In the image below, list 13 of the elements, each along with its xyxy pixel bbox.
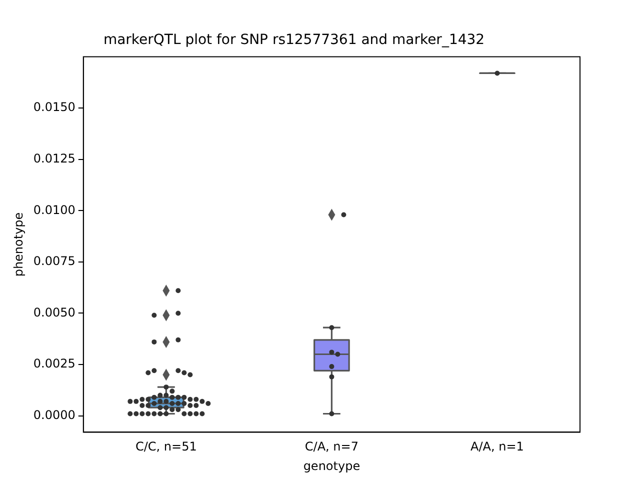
y-tick-label: 0.0050 bbox=[33, 305, 76, 320]
x-tick-label: A/A, n=1 bbox=[470, 440, 524, 454]
x-axis-title: genotype bbox=[303, 458, 360, 473]
x-tick-label: C/C, n=51 bbox=[135, 440, 197, 454]
chart-title: markerQTL plot for SNP rs12577361 and marker_1432 bbox=[103, 32, 485, 48]
y-tick-label: 0.0150 bbox=[33, 100, 76, 114]
y-tick-label: 0.0125 bbox=[33, 151, 76, 166]
x-tick-label: C/A, n=7 bbox=[304, 440, 358, 454]
y-axis-title: phenotype bbox=[11, 212, 26, 277]
y-tick-label: 0.0025 bbox=[33, 356, 76, 371]
y-tick-label: 0.0075 bbox=[33, 254, 76, 268]
y-tick-label: 0.0100 bbox=[33, 202, 76, 217]
y-tick-label: 0.0000 bbox=[33, 408, 76, 422]
